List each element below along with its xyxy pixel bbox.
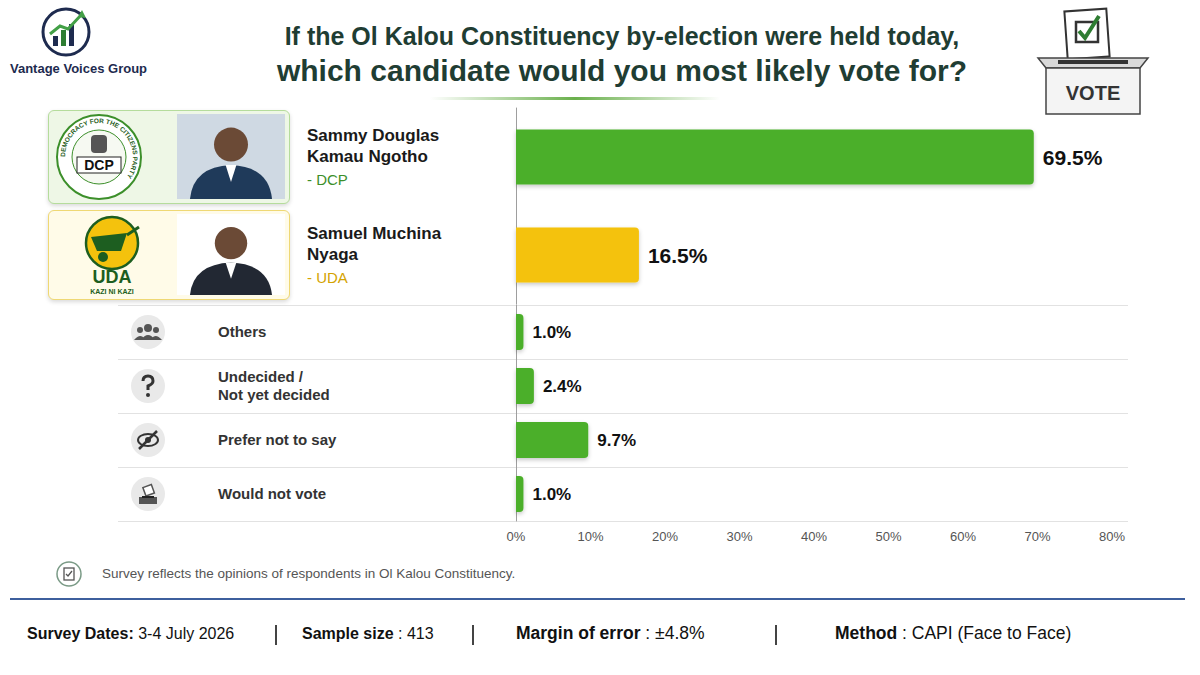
svg-text:16.5%: 16.5% [648, 244, 708, 267]
html-text:Others: Others [218, 323, 267, 340]
svg-text:10%: 10% [577, 529, 603, 544]
html-text:which candidate would you most: which candidate would you most likely vo… [276, 54, 967, 87]
html-text:Sample size: 413: Sample size: 413 [302, 625, 434, 642]
svg-text:UDA: UDA [93, 267, 132, 287]
svg-text:1.0%: 1.0% [532, 485, 571, 504]
html-text:Undecided / Not yet decided: Undecided / Not yet decided [218, 368, 330, 403]
html-text:- UDA: - UDA [307, 268, 348, 286]
svg-text:9.7%: 9.7% [597, 431, 636, 450]
svg-text:2.4%: 2.4% [543, 377, 582, 396]
svg-text:KAZI NI KAZI: KAZI NI KAZI [90, 288, 134, 295]
svg-text:30%: 30% [726, 529, 752, 544]
svg-text:70%: 70% [1024, 529, 1050, 544]
html-text:If the Ol Kalou Constituency b: If the Ol Kalou Constituency by-election… [284, 22, 960, 50]
svg-text:80%: 80% [1099, 529, 1125, 544]
svg-text:69.5%: 69.5% [1043, 146, 1103, 169]
svg-text:0%: 0% [507, 529, 526, 544]
html-text:Survey reflects the opinions o: Survey reflects the opinions of responde… [102, 566, 516, 581]
html-text:Prefer not to say: Prefer not to say [218, 431, 337, 448]
html-text:Samuel Muchina Nyaga: Samuel Muchina Nyaga [307, 224, 442, 264]
svg-text:DCP: DCP [84, 157, 114, 173]
html-text:Would not vote: Would not vote [218, 485, 326, 502]
svg-text:50%: 50% [875, 529, 901, 544]
svg-text:20%: 20% [652, 529, 678, 544]
html-text:Sammy Douglas Kamau Ngotho: Sammy Douglas Kamau Ngotho [307, 126, 440, 166]
html-text:Vantage Voices Group: Vantage Voices Group [10, 61, 147, 76]
svg-text:VOTE: VOTE [1066, 82, 1120, 104]
html-text:Survey Dates: 3-4 July 2026: Survey Dates: 3-4 July 2026 [27, 625, 235, 642]
html-text:- DCP: - DCP [307, 170, 348, 188]
svg-text:40%: 40% [801, 529, 827, 544]
svg-text:DEMOCRACY FOR THE CITIZENS PAR: DEMOCRACY FOR THE CITIZENS PARTY [59, 117, 139, 181]
svg-text:1.0%: 1.0% [532, 323, 571, 342]
svg-text:60%: 60% [950, 529, 976, 544]
html-text:Method: CAPI (Face to Face): Method: CAPI (Face to Face) [835, 623, 1072, 643]
html-text:Margin of error: ±4.8%: Margin of error: ±4.8% [516, 623, 705, 643]
